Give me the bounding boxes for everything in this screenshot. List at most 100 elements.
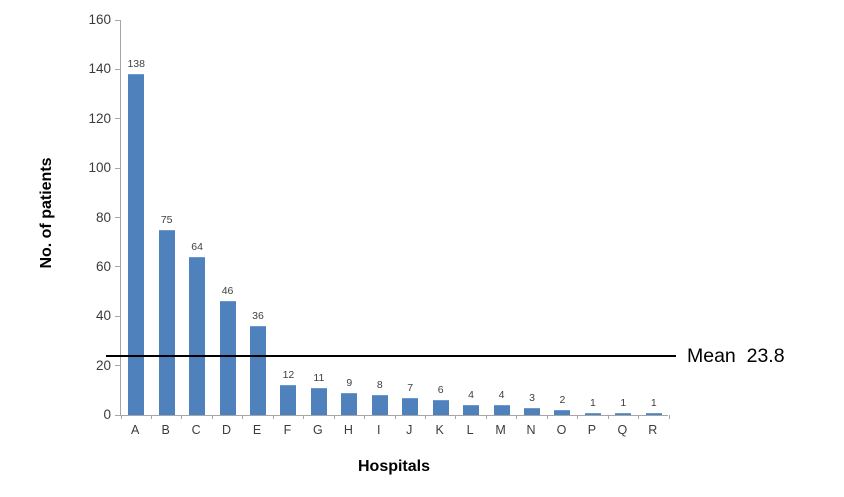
x-tick-mark [242,415,244,419]
x-category-label: H [343,423,353,437]
x-category-label: J [406,423,413,437]
bar-column: 36 [243,21,273,415]
x-tick-mark [211,415,213,419]
y-tick-mark [115,315,121,317]
bar-column: 6 [425,21,455,415]
bar [310,387,327,415]
bar-column: 1 [608,21,638,415]
bar [189,257,206,415]
y-tick-mark [115,19,121,21]
x-category-label: D [222,423,232,437]
x-tick-mark [546,415,548,419]
x-tick-mark [150,415,152,419]
bar-value-label: 3 [529,391,535,404]
y-tick-label: 80 [95,209,111,225]
x-tick-mark [638,415,640,419]
bar-value-label: 2 [559,394,566,407]
mean-line-label: Mean 23.8 [687,345,785,368]
bar-column: 64 [182,21,212,415]
bar-value-label: 138 [127,58,145,71]
x-category-label: F [283,423,292,437]
x-tick-mark [607,415,609,419]
bar-value-label: 64 [191,241,203,253]
bar [249,326,266,415]
x-tick-mark [668,415,670,419]
x-category-label: C [191,423,201,437]
x-category-label: G [313,423,323,437]
bar [615,412,632,415]
x-category-label: P [587,423,597,437]
bar-column: 3 [517,21,547,415]
bar-column: 2 [547,21,577,415]
x-category-label: A [131,423,140,437]
y-tick-mark [115,217,121,218]
bar-value-label: 9 [346,376,353,389]
bar-value-label: 1 [650,396,657,409]
y-tick-label: 40 [95,308,111,324]
y-tick-mark [115,266,121,268]
bar-column: 75 [151,21,181,415]
x-tick-mark [424,415,426,419]
bar [158,229,175,415]
x-category-label: O [556,423,567,437]
bar-value-label: 75 [160,213,173,226]
x-tick-mark [577,415,579,419]
x-category-label: E [252,423,262,437]
bar-column: 46 [212,21,242,415]
x-tick-mark [364,415,366,419]
x-tick-mark [303,415,305,419]
y-axis-title: No. of patients [38,157,55,269]
y-tick-label: 120 [88,110,111,126]
bar [402,397,419,415]
y-tick-mark [115,365,121,367]
bar [584,412,601,415]
bar-column: 1 [639,21,669,415]
x-category-label: Q [617,423,628,437]
y-tick-mark [115,415,121,416]
bar-column: 11 [304,21,334,415]
x-tick-mark [120,415,122,419]
y-tick-label: 0 [103,407,111,422]
x-category-label: I [377,423,381,437]
x-category-label: L [466,423,474,437]
y-tick-label: 160 [88,12,111,27]
x-axis-category-labels: A B C D E F G H I J K L M N O P Q R [120,423,668,441]
bar-value-label: 46 [221,285,234,298]
x-category-label: B [161,423,170,437]
x-tick-mark [394,415,396,419]
bar-value-label: 8 [376,379,383,392]
bar [371,395,388,415]
bar [341,392,358,415]
y-tick-mark [115,68,121,70]
x-category-label: M [495,423,506,437]
mean-line [106,355,676,358]
bar [645,412,662,415]
bar [463,405,480,415]
bar-value-label: 11 [313,371,325,384]
x-axis-title: Hospitals [357,458,430,475]
bar-value-label: 36 [252,310,264,323]
y-tick-label: 140 [88,61,111,77]
plot-area: Mean 23.8 0 20 40 60 80 100 120 140 160 138 75 64 46… [88,12,784,422]
y-tick-mark [115,118,121,120]
bar [219,301,236,415]
bar-value-label: 6 [437,384,444,397]
x-tick-mark [181,415,183,419]
x-category-label: K [435,423,444,437]
bar-column: 1 [578,21,608,415]
bar-column: 4 [456,21,486,415]
bar-column: 138 [121,21,151,415]
bar [128,74,145,415]
bar [523,407,540,415]
bar-column: 8 [365,21,395,415]
bar-value-label: 1 [589,396,596,409]
bar-column: 12 [273,21,303,415]
bar-value-label: 4 [468,389,475,402]
x-tick-mark [272,415,274,419]
y-tick-mark [115,167,121,169]
bar [280,385,297,415]
bar-value-label: 7 [407,381,414,394]
x-tick-mark [455,415,457,419]
bar-column: 9 [334,21,364,415]
